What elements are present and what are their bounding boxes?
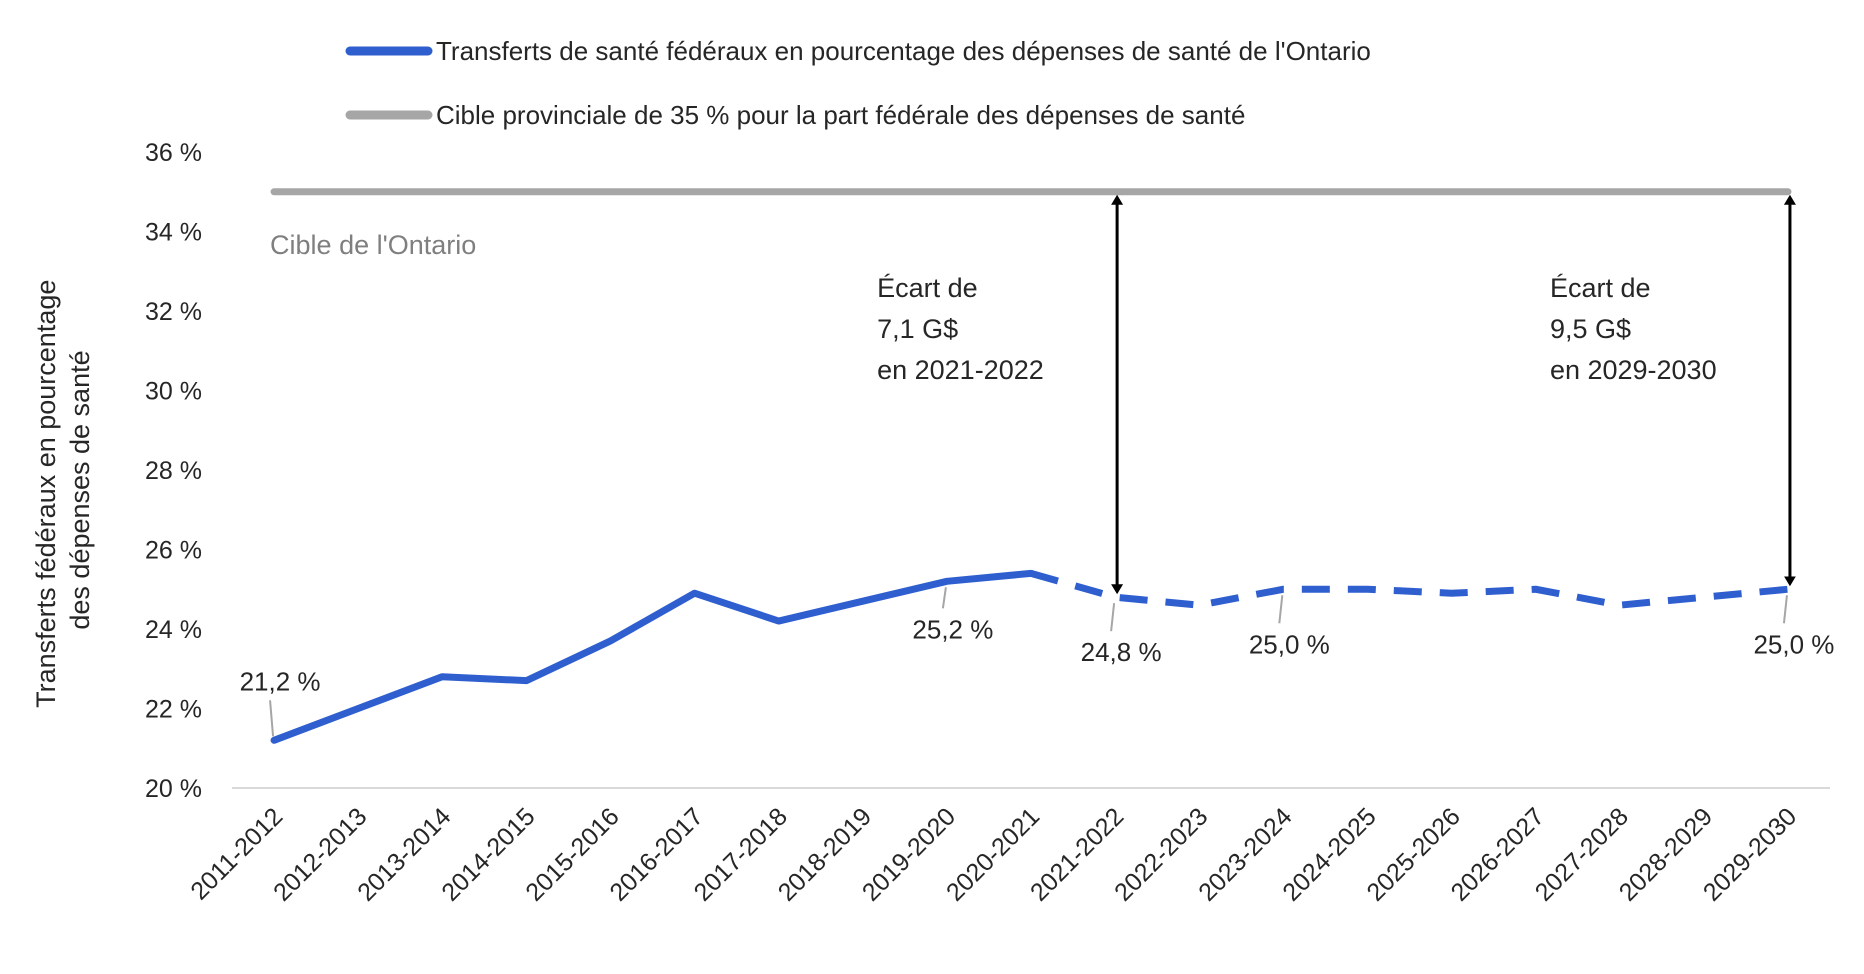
transfers-line-actual — [270, 569, 1035, 744]
y-axis-title-line-2: des dépenses de santé — [65, 350, 95, 629]
gap-annotation-line: 9,5 G$ — [1550, 314, 1631, 344]
legend: Transferts de santé fédéraux en pourcent… — [345, 36, 1371, 130]
data-label: 25,0 % — [1249, 629, 1330, 659]
data-label-leader — [1278, 595, 1284, 624]
legend-label-transfers: Transferts de santé fédéraux en pourcent… — [436, 36, 1371, 66]
y-tick-label: 24 % — [145, 616, 202, 644]
transfers-line-projected — [1030, 569, 1789, 609]
y-tick-label: 36 % — [145, 139, 202, 167]
gap-annotation-text: Écart de 9,5 G$ en 2029-2030 — [1550, 273, 1717, 385]
transfers-series — [270, 569, 1789, 744]
gap-annotation-line: Écart de — [877, 273, 978, 303]
y-axis-ticks: 20 % 22 % 24 % 26 % 28 % 30 % 32 % 34 % 36 % — [145, 139, 202, 803]
legend-label-target: Cible provinciale de 35 % pour la part f… — [436, 100, 1245, 130]
gap-annotation-line: en 2021-2022 — [877, 355, 1044, 385]
y-axis-title: Transferts fédéraux en pourcentage des d… — [31, 272, 95, 708]
y-tick-label: 34 % — [145, 219, 202, 247]
data-label-leader — [941, 587, 947, 609]
y-tick-label: 30 % — [145, 378, 202, 406]
y-tick-label: 20 % — [145, 775, 202, 803]
y-tick-label: 26 % — [145, 537, 202, 565]
y-axis-title-line-1: Transferts fédéraux en pourcentage — [31, 280, 61, 708]
data-label-leader — [269, 700, 275, 737]
y-tick-label: 28 % — [145, 457, 202, 485]
y-tick-label: 32 % — [145, 298, 202, 326]
gap-annotations: Écart de 7,1 G$ en 2021-2022 Écart de 9,5 G$… — [877, 194, 1796, 595]
data-labels: 21,2 % 25,2 % 24,8 % 25,0 % 25,0 % — [240, 587, 1834, 737]
x-axis-ticks: 2011-20122012-20132013-20142014-20152015… — [185, 802, 1802, 906]
y-tick-label: 22 % — [145, 696, 202, 724]
data-label: 24,8 % — [1081, 637, 1162, 667]
gap-annotation-line: Écart de — [1550, 273, 1651, 303]
data-label-leader — [1110, 603, 1116, 632]
gap-annotation-text: Écart de 7,1 G$ en 2021-2022 — [877, 273, 1044, 385]
data-label-leader — [1782, 595, 1788, 624]
data-label: 21,2 % — [240, 666, 321, 696]
gap-annotation-line: en 2029-2030 — [1550, 355, 1717, 385]
target-label: Cible de l'Ontario — [270, 230, 476, 260]
data-label: 25,0 % — [1753, 629, 1834, 659]
data-label: 25,2 % — [912, 614, 993, 644]
gap-annotation-line: 7,1 G$ — [877, 314, 958, 344]
